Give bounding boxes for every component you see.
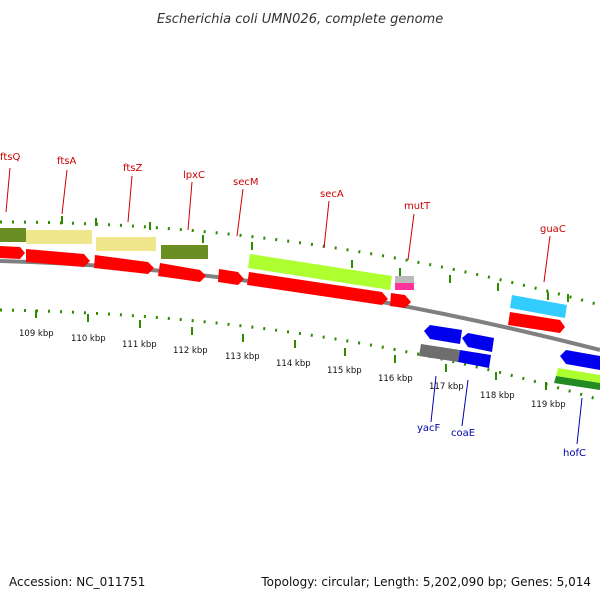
reverse-gene-labels: yacF coaE hofC — [417, 375, 586, 459]
gene-bar-mutT-pink — [395, 283, 414, 290]
gene-label-guaC: guaC — [540, 224, 566, 235]
map-title: Escherichia coli UMN026, complete genome — [157, 12, 443, 27]
reverse-cds-arrows — [424, 325, 600, 370]
gene-label-secM: secM — [233, 177, 259, 188]
cds-rev-1 — [424, 325, 462, 344]
outer-major-ticks — [61, 216, 569, 302]
gene-label-secA: secA — [320, 189, 344, 200]
cds-arrow-8 — [508, 312, 565, 333]
cds-rev-2 — [462, 333, 494, 352]
gene-bar-ftsQ — [0, 228, 26, 242]
gene-bar-hofC-lime — [556, 368, 600, 383]
gene-bar-ftsZ — [96, 237, 156, 251]
kbp-label-111: 111 kbp — [122, 340, 157, 350]
gene-bar-secA — [248, 254, 392, 290]
cds-arrow-3 — [94, 255, 154, 274]
gene-label-ftsA: ftsA — [57, 156, 76, 167]
reverse-gene-bars — [419, 344, 600, 390]
forward-gene-bars — [0, 228, 567, 318]
kbp-label-115: 115 kbp — [327, 366, 362, 376]
cds-rev-3 — [560, 350, 600, 370]
kbp-label-110: 110 kbp — [71, 334, 106, 344]
cds-arrow-7 — [390, 293, 411, 308]
genome-summary-text: Topology: circular; Length: 5,202,090 bp… — [260, 575, 591, 589]
cds-arrow-4 — [158, 263, 206, 282]
gene-label-ftsQ: ftsQ — [0, 152, 20, 163]
gene-bar-hofC-green — [554, 376, 600, 390]
gene-bar-ftsA — [26, 230, 92, 244]
cds-arrow-2 — [26, 249, 90, 267]
forward-gene-labels: ftsQ ftsA ftsZ lpxC secM secA mutT guaC — [0, 152, 566, 283]
kbp-scale-labels: 109 kbp 110 kbp 111 kbp 112 kbp 113 kbp … — [19, 329, 566, 410]
gene-bar-guaC — [510, 295, 567, 318]
kbp-label-117: 117 kbp — [429, 382, 464, 392]
kbp-label-114: 114 kbp — [276, 359, 311, 369]
cds-arrow-1 — [0, 246, 25, 259]
accession-text: Accession: NC_011751 — [9, 575, 145, 589]
gene-label-ftsZ: ftsZ — [123, 163, 142, 174]
kbp-label-113: 113 kbp — [225, 352, 260, 362]
inner-major-ticks — [35, 310, 547, 390]
kbp-label-109: 109 kbp — [19, 329, 54, 339]
gene-bar-yacF — [419, 344, 460, 362]
gene-bar-coaE — [458, 350, 491, 368]
gene-label-lpxC: lpxC — [183, 170, 205, 181]
gene-bar-mutT-gray — [395, 276, 414, 283]
gene-label-coaE: coaE — [451, 428, 475, 439]
gene-label-yacF: yacF — [417, 423, 441, 434]
kbp-label-116: 116 kbp — [378, 374, 413, 384]
gene-label-hofC: hofC — [563, 448, 586, 459]
outer-tick-ring — [0, 220, 600, 307]
kbp-label-112: 112 kbp — [173, 346, 208, 356]
forward-cds-arrows — [0, 246, 565, 333]
cds-arrow-6 — [247, 272, 388, 305]
gene-bar-lpxC — [161, 245, 208, 259]
kbp-label-118: 118 kbp — [480, 391, 515, 401]
kbp-label-119: 119 kbp — [531, 400, 566, 410]
cds-arrow-5 — [218, 269, 244, 285]
gene-label-mutT: mutT — [404, 201, 431, 212]
